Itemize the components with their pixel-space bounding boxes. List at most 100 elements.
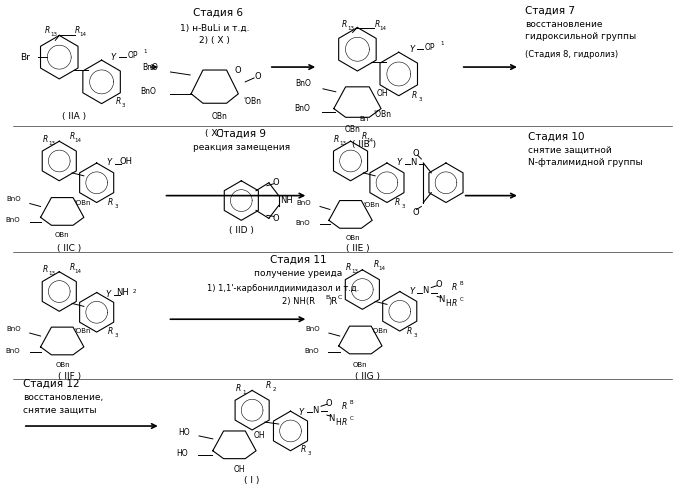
Text: 1: 1: [243, 390, 246, 395]
Text: R: R: [43, 134, 48, 143]
Text: BnO: BnO: [305, 326, 320, 332]
Text: B: B: [460, 281, 464, 286]
Text: ( IIG ): ( IIG ): [355, 372, 379, 381]
Text: ( IIE ): ( IIE ): [345, 244, 369, 252]
Text: R: R: [346, 264, 351, 272]
Text: BnO: BnO: [296, 200, 311, 205]
Text: O: O: [412, 208, 419, 217]
Text: R: R: [45, 26, 50, 35]
Text: 14: 14: [75, 270, 82, 274]
Text: Y: Y: [409, 45, 414, 54]
Text: 'OBn: 'OBn: [373, 110, 391, 119]
Text: Y: Y: [111, 52, 116, 62]
Text: OBn: OBn: [345, 235, 360, 241]
Text: N: N: [422, 286, 428, 295]
Text: реакция замещения: реакция замещения: [192, 142, 290, 152]
Text: BnO: BnO: [6, 326, 21, 332]
Text: OBn: OBn: [353, 362, 368, 368]
Text: 'OBn: 'OBn: [372, 328, 388, 334]
Text: NH: NH: [280, 196, 293, 205]
Text: 14: 14: [379, 26, 386, 31]
Text: ( IIC ): ( IIC ): [57, 244, 81, 252]
Text: OBn: OBn: [211, 112, 228, 121]
Text: Bn: Bn: [360, 116, 369, 122]
Text: R: R: [108, 198, 113, 207]
Text: Br: Br: [20, 52, 30, 62]
Text: Стадия 6: Стадия 6: [192, 8, 243, 18]
Text: OH: OH: [253, 432, 265, 440]
Text: R: R: [301, 446, 306, 454]
Text: C: C: [350, 416, 354, 420]
Text: R: R: [116, 97, 121, 106]
Text: Y: Y: [299, 408, 304, 416]
Text: ( X ): ( X ): [205, 129, 224, 138]
Text: R: R: [342, 20, 347, 29]
Text: 1: 1: [440, 41, 444, 46]
Text: ( IIB ): ( IIB ): [352, 140, 376, 148]
Text: BnO: BnO: [296, 220, 310, 226]
Text: C: C: [460, 297, 464, 302]
Text: R: R: [74, 26, 80, 35]
Text: 3: 3: [115, 204, 118, 209]
Text: N: N: [328, 414, 334, 422]
Text: 3: 3: [413, 332, 418, 338]
Text: 13: 13: [48, 271, 55, 276]
Text: Стадия 10: Стадия 10: [528, 132, 584, 141]
Text: гидроксильной группы: гидроксильной группы: [525, 32, 636, 41]
Text: 13: 13: [347, 26, 354, 31]
Text: 2) NH(R: 2) NH(R: [282, 297, 315, 306]
Text: 13: 13: [48, 140, 55, 145]
Text: H: H: [335, 418, 341, 426]
Text: 3: 3: [419, 97, 422, 102]
Text: 1) 1,1'-карбонилдиимидазол и т.д.: 1) 1,1'-карбонилдиимидазол и т.д.: [207, 284, 360, 293]
Text: 2: 2: [273, 387, 277, 392]
Text: 1: 1: [143, 48, 147, 54]
Text: O: O: [273, 214, 279, 223]
Text: B: B: [350, 400, 354, 405]
Text: 3: 3: [307, 451, 311, 456]
Text: Y: Y: [396, 158, 401, 168]
Text: OBn: OBn: [345, 125, 360, 134]
Text: 3: 3: [122, 103, 125, 108]
Text: (Стадия 8, гидролиз): (Стадия 8, гидролиз): [525, 50, 618, 58]
Text: R: R: [395, 198, 401, 207]
Text: Стадия 11: Стадия 11: [270, 255, 326, 265]
Text: OP: OP: [425, 43, 435, 52]
Text: R: R: [412, 91, 417, 100]
Text: R: R: [334, 134, 339, 143]
Text: Y: Y: [409, 287, 414, 296]
Text: N-фталимидной группы: N-фталимидной группы: [528, 158, 643, 168]
Text: Стадия 9: Стадия 9: [216, 128, 267, 138]
Text: Стадия 7: Стадия 7: [525, 6, 575, 16]
Text: R: R: [362, 132, 367, 141]
Text: H: H: [445, 299, 451, 308]
Text: ( IIF ): ( IIF ): [58, 372, 81, 381]
Text: B: B: [326, 295, 330, 300]
Text: Y: Y: [106, 290, 111, 299]
Text: BnO: BnO: [294, 104, 310, 113]
Text: R: R: [236, 384, 241, 393]
Text: R: R: [108, 326, 113, 336]
Text: ( IID ): ( IID ): [229, 226, 254, 234]
Text: HO: HO: [177, 449, 188, 458]
Text: 2) ( X ): 2) ( X ): [199, 36, 231, 45]
Text: снятие защиты: снятие защиты: [23, 406, 97, 414]
Text: R: R: [43, 266, 48, 274]
Text: Y: Y: [107, 158, 112, 168]
Text: 14: 14: [379, 266, 386, 272]
Text: N: N: [438, 295, 444, 304]
Text: O: O: [326, 399, 333, 408]
Text: снятие защитной: снятие защитной: [528, 146, 611, 154]
Text: 2: 2: [133, 289, 136, 294]
Text: R: R: [452, 299, 458, 308]
Text: 13: 13: [339, 140, 346, 145]
Text: 14: 14: [367, 138, 374, 142]
Text: 14: 14: [75, 138, 82, 142]
Text: Стадия 12: Стадия 12: [23, 378, 80, 388]
Text: 3: 3: [115, 332, 118, 338]
Text: BnO: BnO: [5, 218, 20, 224]
Text: BnO: BnO: [142, 62, 158, 72]
Text: R: R: [342, 402, 347, 410]
Text: O: O: [412, 148, 419, 158]
Text: R: R: [407, 326, 412, 336]
